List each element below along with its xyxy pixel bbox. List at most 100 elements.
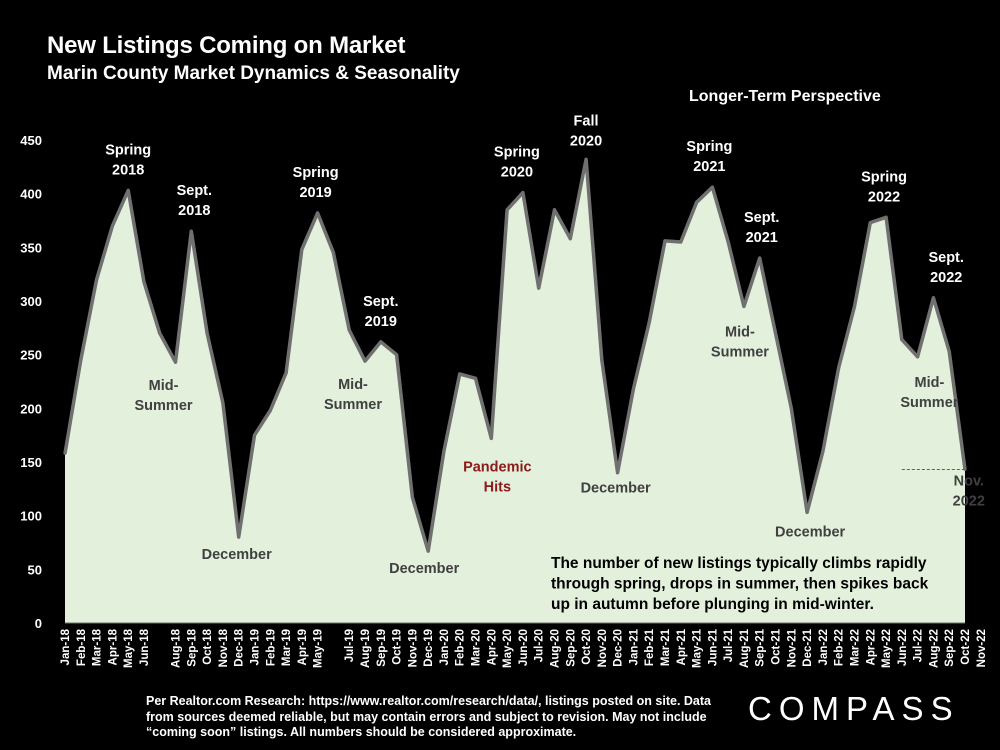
annotation-line: Spring [861,169,907,185]
x-tick-label: Mar-21 [660,628,672,666]
chart-subtitle: Marin County Market Dynamics & Seasonali… [47,63,460,84]
data-point-mar-22 [853,304,856,308]
data-point-mar-20 [474,376,477,380]
annotation-spring-2018: Spring 2018 [105,142,151,178]
annotation-line: Sept. [363,294,398,310]
annotation-spring-2021: Spring 2021 [686,139,732,175]
annotation-line: Sept. [744,210,779,226]
annotation-line: Pandemic [463,459,532,475]
x-tick-label: Jul-20 [534,629,546,662]
y-tick-label: 400 [20,187,42,202]
data-point-jul-20 [537,286,541,290]
annotation-december-2021: December [775,524,845,540]
annotation-line: December [581,481,651,497]
data-point-jan-20 [442,449,446,453]
data-point-mar-18 [95,278,99,281]
data-point-jun-20 [521,191,525,195]
x-tick-label: Oct-22 [960,629,972,665]
x-tick-label: Jan-18 [60,628,72,665]
x-tick-label: Aug-20 [550,629,562,668]
note-text: The number of new listings typically cli… [551,555,929,613]
data-point-aug-21 [742,304,746,308]
x-tick-label: Apr-22 [865,629,877,665]
annotation-spring-2022: Spring 2022 [861,169,907,205]
x-tick-label: Jan-22 [818,629,830,665]
y-tick-label: 200 [20,401,42,416]
x-tick-label: Jan-20 [439,629,451,665]
x-tick-label: Feb-18 [76,628,88,666]
annotation-line: Fall [574,113,599,129]
y-tick-label: 450 [20,133,42,148]
note-box: The number of new listings typically cli… [551,555,929,613]
x-tick-label: Oct-20 [581,629,593,665]
data-point-sep-19 [379,340,383,344]
annotation-spring-2019: Spring 2019 [293,165,339,201]
annotation-december-2019: December [389,561,459,577]
x-tick-label: Apr-18 [107,628,119,665]
annotation-line: Mid- [725,324,755,340]
data-point-feb-22 [837,366,841,369]
data-point-sep-20 [568,237,572,241]
annotation-line: 2022 [953,494,985,510]
data-point-apr-18 [110,224,114,228]
annotation-spring-2020: Spring 2020 [494,145,540,181]
data-point-jul-19 [347,328,351,332]
data-point-apr-21 [679,240,683,244]
data-point-nov-18 [221,401,225,405]
x-tick-label: Aug-21 [739,628,751,668]
y-tick-label: 100 [20,509,42,524]
annotation-line: Summer [711,344,769,360]
annotation-pandemic-hits: Pandemic Hits [463,459,532,495]
x-tick-label: Jul-22 [913,629,925,662]
x-tick-label: Apr-19 [297,629,309,665]
annotation-line: Sept. [177,183,212,199]
annotations: Spring 2018 Sept. 2018 Mid- Summer December Spr… [105,113,985,577]
x-tick-label: Nov-21 [786,628,798,667]
data-point-feb-19 [268,409,272,412]
annotation-line: Summer [324,397,382,413]
x-tick-label: Mar-22 [850,629,862,666]
area-layer [63,157,967,624]
annotation-line: 2022 [930,270,962,286]
data-point-dec-19 [426,549,430,553]
annotation-line: 2018 [178,203,210,219]
x-tick-label: May-22 [881,629,893,668]
x-tick-label: Dec-19 [423,629,435,667]
x-tick-label: Feb-22 [834,629,846,666]
compass-logo: COMPASS [748,690,960,727]
annotation-line: Nov. [954,474,984,490]
x-tick-label: Feb-19 [265,629,277,666]
data-point-jan-22 [821,449,825,453]
chart-title: New Listings Coming on Market [47,32,406,59]
annotation-line: 2019 [365,314,397,330]
data-point-nov-19 [410,495,414,499]
data-point-oct-20 [584,157,588,161]
note-line: up in autumn before plunging in mid-wint… [551,596,874,613]
x-tick-label: Jun-18 [139,628,151,666]
x-tick-label: Feb-21 [644,628,656,666]
y-tick-label: 150 [20,455,42,470]
x-tick-label: Dec-21 [802,628,814,666]
annotation-mid-summer-2022: Mid- Summer [900,375,958,411]
x-tick-label: Sep-21 [755,628,767,666]
x-tick-label: Jun-21 [707,628,719,666]
data-point-feb-20 [458,372,462,376]
x-tick-label: Mar-18 [92,628,104,666]
annotation-mid-summer-2021: Mid- Summer [711,324,769,360]
annotation-line: 2020 [501,165,533,181]
x-tick-label: Oct-18 [202,628,214,664]
data-point-jul-22 [916,355,920,359]
data-point-jun-21 [710,185,714,189]
data-point-may-22 [884,215,888,219]
y-tick-label: 300 [20,294,42,309]
data-point-may-19 [316,211,320,215]
data-point-sep-22 [947,349,951,353]
perspective-label: Longer-Term Perspective [689,88,881,105]
x-tick-label: Dec-18 [234,628,246,666]
data-point-may-20 [505,208,509,212]
data-point-aug-19 [363,359,367,363]
x-tick-label: Sep-19 [376,629,388,667]
data-point-nov-20 [600,358,604,362]
data-point-apr-20 [489,436,493,440]
